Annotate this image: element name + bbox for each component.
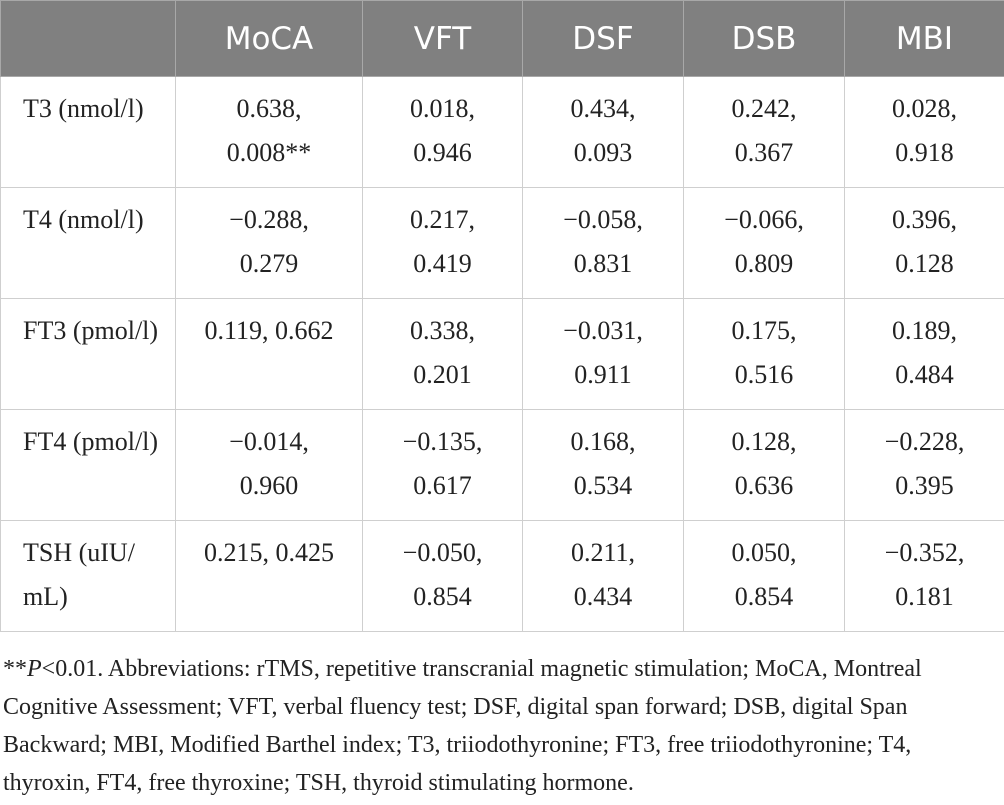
footnote-p-symbol: P	[27, 656, 42, 682]
header-cell-vft: VFT	[362, 0, 523, 77]
header-cell-dsf: DSF	[522, 0, 684, 77]
table-cell: 0.175, 0.516	[683, 298, 845, 410]
table-cell: −0.066, 0.809	[683, 187, 845, 299]
table-row: T3 (nmol/l) 0.638, 0.008** 0.018, 0.946 0.…	[0, 76, 1004, 188]
table-cell: 0.434, 0.093	[522, 76, 684, 188]
row-label: T4 (nmol/l)	[0, 187, 176, 299]
header-row: MoCA VFT DSF DSB MBI	[0, 0, 1004, 77]
table-cell: 0.338, 0.201	[362, 298, 523, 410]
table-cell: 0.242, 0.367	[683, 76, 845, 188]
table-cell: −0.288, 0.279	[175, 187, 363, 299]
table-cell: 0.396, 0.128	[844, 187, 1004, 299]
row-label: TSH (uIU/ mL)	[0, 520, 176, 632]
table-cell: 0.028, 0.918	[844, 76, 1004, 188]
table-cell: −0.014, 0.960	[175, 409, 363, 521]
footnote-prefix: **	[3, 656, 27, 682]
table-row: T4 (nmol/l) −0.288, 0.279 0.217, 0.419 −0.…	[0, 187, 1004, 299]
row-label: T3 (nmol/l)	[0, 76, 176, 188]
table-cell: −0.050, 0.854	[362, 520, 523, 632]
table-cell: 0.050, 0.854	[683, 520, 845, 632]
row-label: FT4 (pmol/l)	[0, 409, 176, 521]
table-cell: −0.031, 0.911	[522, 298, 684, 410]
header-cell-dsb: DSB	[683, 0, 845, 77]
table-cell: −0.352, 0.181	[844, 520, 1004, 632]
table-row: FT3 (pmol/l) 0.119, 0.662 0.338, 0.201 −0…	[0, 298, 1004, 410]
table-cell: 0.119, 0.662	[175, 298, 363, 410]
table-row: TSH (uIU/ mL) 0.215, 0.425 −0.050, 0.854 …	[0, 520, 1004, 632]
table-cell: 0.211, 0.434	[522, 520, 684, 632]
header-cell-blank	[0, 0, 176, 77]
table-cell: 0.215, 0.425	[175, 520, 363, 632]
header-cell-mbi: MBI	[844, 0, 1004, 77]
table-cell: 0.217, 0.419	[362, 187, 523, 299]
correlation-table: MoCA VFT DSF DSB MBI T3 (nmol/l) 0.638, 0…	[0, 0, 1004, 632]
table-footnote: **P<0.01. Abbreviations: rTMS, repetitiv…	[3, 650, 1001, 802]
table-cell: −0.228, 0.395	[844, 409, 1004, 521]
row-label: FT3 (pmol/l)	[0, 298, 176, 410]
table-row: FT4 (pmol/l) −0.014, 0.960 −0.135, 0.617 0…	[0, 409, 1004, 521]
table-cell: 0.189, 0.484	[844, 298, 1004, 410]
footnote-text: <0.01. Abbreviations: rTMS, repetitive t…	[3, 656, 922, 796]
header-cell-moca: MoCA	[175, 0, 363, 77]
table-cell: 0.018, 0.946	[362, 76, 523, 188]
table-cell: −0.058, 0.831	[522, 187, 684, 299]
table-cell: 0.638, 0.008**	[175, 76, 363, 188]
table-cell: −0.135, 0.617	[362, 409, 523, 521]
table-cell: 0.128, 0.636	[683, 409, 845, 521]
table-cell: 0.168, 0.534	[522, 409, 684, 521]
